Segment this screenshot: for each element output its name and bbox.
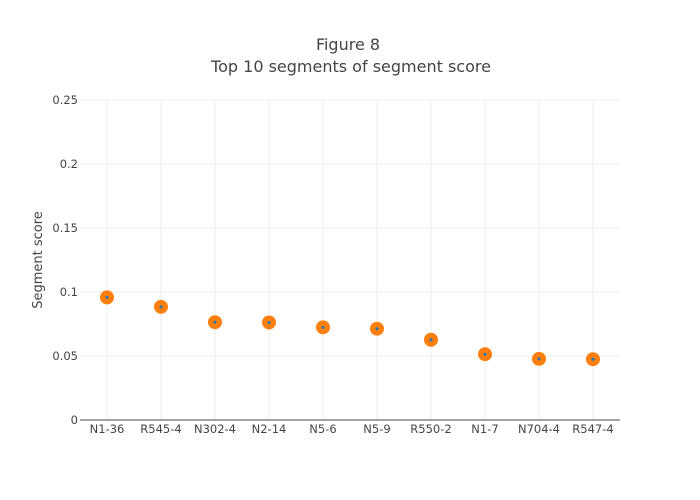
y-tick-label: 0.25: [52, 93, 78, 107]
data-point[interactable]: [370, 321, 384, 336]
data-point-center: [213, 320, 217, 324]
data-point-center: [429, 338, 433, 342]
x-tick-label: N704-4: [518, 422, 560, 436]
x-tick-label: N1-7: [471, 422, 498, 436]
x-tick-label: N302-4: [194, 422, 236, 436]
data-point[interactable]: [316, 320, 330, 335]
data-point[interactable]: [262, 315, 276, 330]
data-point[interactable]: [532, 351, 546, 366]
data-point-center: [267, 320, 271, 324]
data-point-center: [591, 357, 595, 361]
data-point[interactable]: [208, 315, 222, 330]
y-tick-label: 0.2: [60, 157, 78, 171]
x-tick-label: N5-6: [309, 422, 336, 436]
chart-title-line-2: Top 10 segments of segment score: [210, 57, 491, 76]
y-tick-labels: 0 0.05 0.1 0.15 0.2 0.25: [52, 93, 78, 427]
data-point[interactable]: [100, 290, 114, 305]
data-point[interactable]: [586, 352, 600, 367]
data-point-center: [321, 325, 325, 329]
x-tick-label: N2-14: [252, 422, 287, 436]
x-tick-label: N5-9: [363, 422, 390, 436]
x-tick-label: R550-2: [410, 422, 451, 436]
gridlines: [80, 99, 620, 420]
data-point-center: [159, 305, 163, 309]
y-tick-label: 0.05: [52, 349, 78, 363]
y-tick-label: 0.1: [60, 285, 78, 299]
x-tick-label: R547-4: [572, 422, 613, 436]
data-points: [100, 290, 600, 367]
data-point-center: [483, 352, 487, 356]
chart-title-line-1: Figure 8: [316, 35, 380, 54]
data-point[interactable]: [478, 347, 492, 362]
y-axis-label: Segment score: [31, 211, 46, 309]
data-point-center: [375, 327, 379, 331]
x-tick-label: R545-4: [140, 422, 181, 436]
y-tick-label: 0.15: [52, 221, 78, 235]
data-point-center: [105, 295, 109, 299]
x-tick-label: N1-36: [90, 422, 125, 436]
y-tick-label: 0: [71, 413, 78, 427]
data-point-center: [537, 357, 541, 361]
data-point[interactable]: [154, 299, 168, 314]
data-point[interactable]: [424, 332, 438, 347]
x-tick-labels: N1-36 R545-4 N302-4 N2-14 N5-6 N5-9 R550-2 N1-7…: [90, 422, 614, 436]
